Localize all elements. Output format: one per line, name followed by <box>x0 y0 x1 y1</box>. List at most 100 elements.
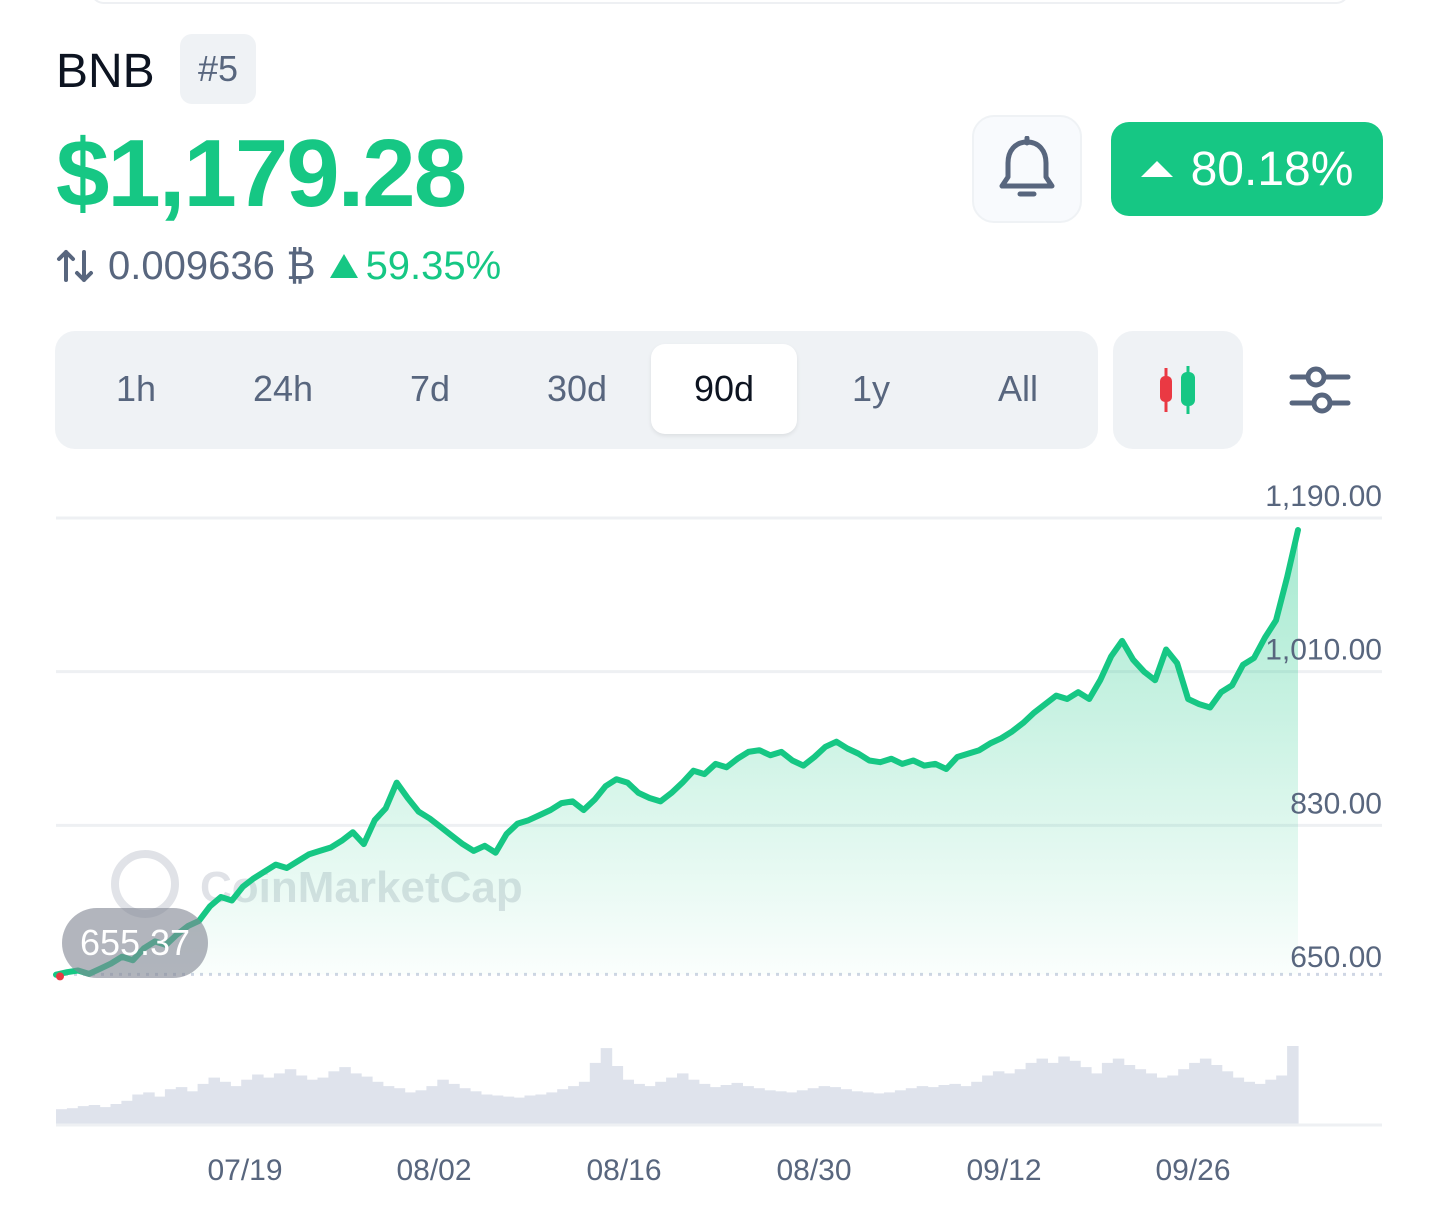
volume-bar <box>99 1107 112 1124</box>
volume-bar <box>1036 1058 1048 1124</box>
volume-bar <box>88 1105 101 1124</box>
x-axis-label: 07/19 <box>207 1154 282 1187</box>
volume-bar <box>1080 1067 1092 1124</box>
volume-bar <box>600 1048 613 1124</box>
price-line <box>53 527 1301 978</box>
bell-icon <box>999 136 1055 197</box>
volume-bar <box>535 1094 547 1124</box>
volume-bar <box>1221 1071 1234 1124</box>
candlestick-icon <box>1160 366 1195 414</box>
tab-1h[interactable]: 1h <box>115 368 157 409</box>
volume-bar <box>1167 1075 1179 1124</box>
volume-bar <box>971 1081 983 1124</box>
volume-bar <box>502 1096 515 1124</box>
volume-bar <box>655 1081 667 1124</box>
time-range-tabs: 1h 24h 7d 30d 90d 1y All <box>55 331 1098 449</box>
tab-30d[interactable]: 30d <box>546 368 608 409</box>
triangle-up-icon <box>1140 161 1173 177</box>
volume-bar <box>894 1090 907 1124</box>
volume-bar <box>851 1091 863 1124</box>
volume-bar <box>437 1079 449 1124</box>
price-chart[interactable]: CoinMarketCap 1,190.001,010.00830.00650.… <box>0 470 1439 1210</box>
volume-bar <box>295 1075 308 1124</box>
volume-bar <box>197 1083 210 1124</box>
volume-bar <box>578 1081 591 1124</box>
price-usd: $1,179.28 <box>56 120 467 227</box>
volume-bar <box>110 1104 122 1124</box>
volume-bar <box>611 1066 624 1124</box>
volume-bar <box>361 1076 373 1124</box>
volume-bar <box>764 1090 776 1124</box>
volume-bar <box>513 1097 526 1124</box>
volume-bar <box>720 1085 733 1124</box>
volume-bar <box>164 1089 177 1124</box>
volume-bar <box>1178 1069 1190 1124</box>
volume-bar <box>339 1067 351 1124</box>
volume-bar <box>884 1092 896 1124</box>
volume-bar <box>709 1087 722 1124</box>
volume-bar <box>1014 1069 1027 1124</box>
volume-bar <box>1243 1081 1255 1124</box>
volume-bar <box>1058 1056 1070 1124</box>
volume-bar <box>66 1108 79 1124</box>
candlestick-toggle-button[interactable] <box>1113 331 1243 449</box>
btc-change-value: 59.35% <box>365 243 502 288</box>
volume-bar <box>393 1088 406 1124</box>
volume-bar <box>807 1088 820 1124</box>
volume-bar <box>796 1090 809 1124</box>
volume-bar <box>1189 1062 1201 1124</box>
price-change-badge: 80.18% <box>1111 122 1383 216</box>
volume-bar <box>633 1083 645 1124</box>
price-area-fill <box>56 530 1298 975</box>
volume-bar <box>1003 1073 1016 1124</box>
volume-bar <box>1265 1079 1277 1124</box>
volume-bar <box>938 1085 950 1124</box>
triangle-up-icon <box>329 254 358 278</box>
volume-bar <box>840 1089 852 1124</box>
volume-bar <box>916 1086 929 1124</box>
volume-bar <box>992 1071 1005 1124</box>
volume-bar <box>687 1079 700 1124</box>
swap-arrows-icon[interactable] <box>56 246 96 286</box>
volume-bar <box>731 1082 743 1124</box>
volume-bar <box>306 1079 319 1124</box>
volume-bar <box>480 1094 493 1124</box>
tab-90d[interactable]: 90d <box>651 344 797 434</box>
volume-bar <box>56 1109 68 1124</box>
btc-change: 59.35% <box>329 243 502 289</box>
volume-bar <box>132 1094 144 1124</box>
x-axis-label: 09/12 <box>966 1154 1041 1187</box>
volume-bar <box>1199 1058 1212 1124</box>
volume-bar <box>644 1086 656 1124</box>
x-axis-label: 08/30 <box>776 1154 851 1187</box>
volume-bar <box>677 1073 689 1124</box>
volume-bar <box>982 1075 994 1124</box>
volume-bar <box>829 1087 841 1124</box>
volume-bar <box>263 1077 275 1124</box>
start-price-label: 655.37 <box>62 908 208 978</box>
y-axis-label: 830.00 <box>1290 787 1382 820</box>
volume-bar <box>622 1079 634 1124</box>
x-axis-label: 08/02 <box>396 1154 471 1187</box>
volume-bar <box>927 1087 940 1124</box>
price-change-value: 80.18% <box>1190 142 1354 196</box>
volume-bar <box>1210 1065 1223 1124</box>
volume-bar <box>666 1077 678 1124</box>
volume-bar <box>371 1081 384 1124</box>
volume-bar <box>317 1077 329 1124</box>
volume-bar <box>459 1088 471 1124</box>
price-alert-button[interactable] <box>972 115 1082 223</box>
volume-bar <box>208 1077 220 1124</box>
coin-name: BNB <box>56 45 155 98</box>
volume-bar <box>960 1086 972 1124</box>
volume-bar <box>382 1086 395 1124</box>
tab-24h[interactable]: 24h <box>252 368 314 409</box>
volume-bar <box>524 1095 536 1124</box>
chart-settings-button[interactable] <box>1260 331 1380 449</box>
volume-bar <box>753 1088 765 1124</box>
volume-bar <box>350 1073 362 1124</box>
tab-1y[interactable]: 1y <box>851 368 891 409</box>
y-axis-label: 1,010.00 <box>1265 634 1382 667</box>
tab-7d[interactable]: 7d <box>409 368 451 409</box>
tab-all[interactable]: All <box>997 368 1038 409</box>
